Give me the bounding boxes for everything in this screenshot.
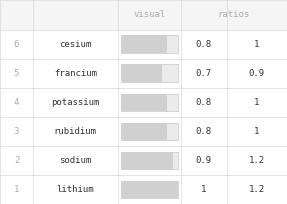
Text: 3: 3: [14, 127, 19, 136]
Bar: [121, 181, 178, 198]
Bar: [121, 93, 166, 111]
Bar: [121, 93, 178, 111]
Text: 1: 1: [201, 185, 206, 194]
Text: sodium: sodium: [59, 156, 92, 165]
Text: ratios: ratios: [218, 10, 250, 19]
Text: 6: 6: [14, 40, 19, 49]
Text: 1.2: 1.2: [249, 185, 265, 194]
Text: 1: 1: [254, 98, 259, 107]
Text: potassium: potassium: [51, 98, 100, 107]
Text: 0.8: 0.8: [196, 98, 212, 107]
Text: 0.7: 0.7: [196, 69, 212, 78]
Text: 2: 2: [14, 156, 19, 165]
Text: 5: 5: [14, 69, 19, 78]
Text: 0.9: 0.9: [196, 156, 212, 165]
Bar: [121, 152, 172, 169]
Bar: [121, 64, 161, 82]
Text: 1.2: 1.2: [249, 156, 265, 165]
Bar: [121, 35, 166, 53]
Bar: [121, 123, 166, 140]
Text: lithium: lithium: [57, 185, 94, 194]
Text: francium: francium: [54, 69, 97, 78]
Text: 0.8: 0.8: [196, 40, 212, 49]
Bar: [121, 64, 178, 82]
Text: 1: 1: [254, 40, 259, 49]
Text: 1: 1: [14, 185, 19, 194]
Bar: [121, 123, 178, 140]
Bar: [0, 0, 287, 30]
Bar: [121, 152, 178, 169]
Text: 0.8: 0.8: [196, 127, 212, 136]
Text: visual: visual: [133, 10, 165, 19]
Text: 4: 4: [14, 98, 19, 107]
Bar: [121, 35, 178, 53]
Text: 0.9: 0.9: [249, 69, 265, 78]
Text: cesium: cesium: [59, 40, 92, 49]
Text: 1: 1: [254, 127, 259, 136]
Text: rubidium: rubidium: [54, 127, 97, 136]
Bar: [121, 181, 178, 198]
